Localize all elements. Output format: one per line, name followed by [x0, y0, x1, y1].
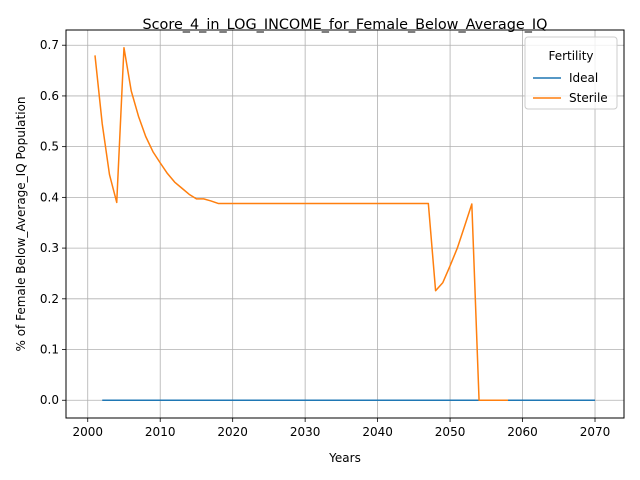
x-tick-label: 2050 — [435, 425, 466, 439]
x-tick-label: 2000 — [72, 425, 103, 439]
x-tick-label: 2020 — [217, 425, 248, 439]
x-tick-label: 2070 — [580, 425, 611, 439]
chart-title: Score_4_in_LOG_INCOME_for_Female_Below_A… — [143, 17, 548, 33]
legend: Fertility Ideal Sterile — [524, 36, 618, 110]
x-tick-label: 2040 — [362, 425, 393, 439]
x-tick-label: 2060 — [507, 425, 538, 439]
y-tick-label: 0.0 — [40, 393, 59, 407]
y-tick-label: 0.5 — [40, 140, 59, 154]
legend-label-sterile: Sterile — [569, 91, 608, 105]
legend-title: Fertility — [548, 49, 593, 63]
y-tick-label: 0.3 — [40, 241, 59, 255]
y-axis-label: % of Female Below_Average_IQ Population — [14, 96, 28, 351]
plot-frame — [65, 29, 625, 419]
legend-label-ideal: Ideal — [569, 71, 598, 85]
legend-box — [524, 36, 618, 110]
x-tick-label: 2010 — [145, 425, 176, 439]
y-tick-label: 0.7 — [40, 38, 59, 52]
x-axis: 2000 2010 2020 2030 2040 2050 2060 2070 — [72, 418, 610, 439]
y-tick-label: 0.1 — [40, 343, 59, 357]
x-axis-label: Years — [328, 451, 361, 465]
series-group — [94, 47, 596, 401]
x-tick-label: 2030 — [290, 425, 321, 439]
grid — [66, 30, 624, 418]
y-tick-label: 0.4 — [40, 190, 59, 204]
y-axis: 0.0 0.1 0.2 0.3 0.4 0.5 0.6 0.7 — [40, 38, 66, 407]
y-tick-label: 0.6 — [40, 89, 59, 103]
y-tick-label: 0.2 — [40, 292, 59, 306]
series-line-sterile — [94, 47, 509, 401]
